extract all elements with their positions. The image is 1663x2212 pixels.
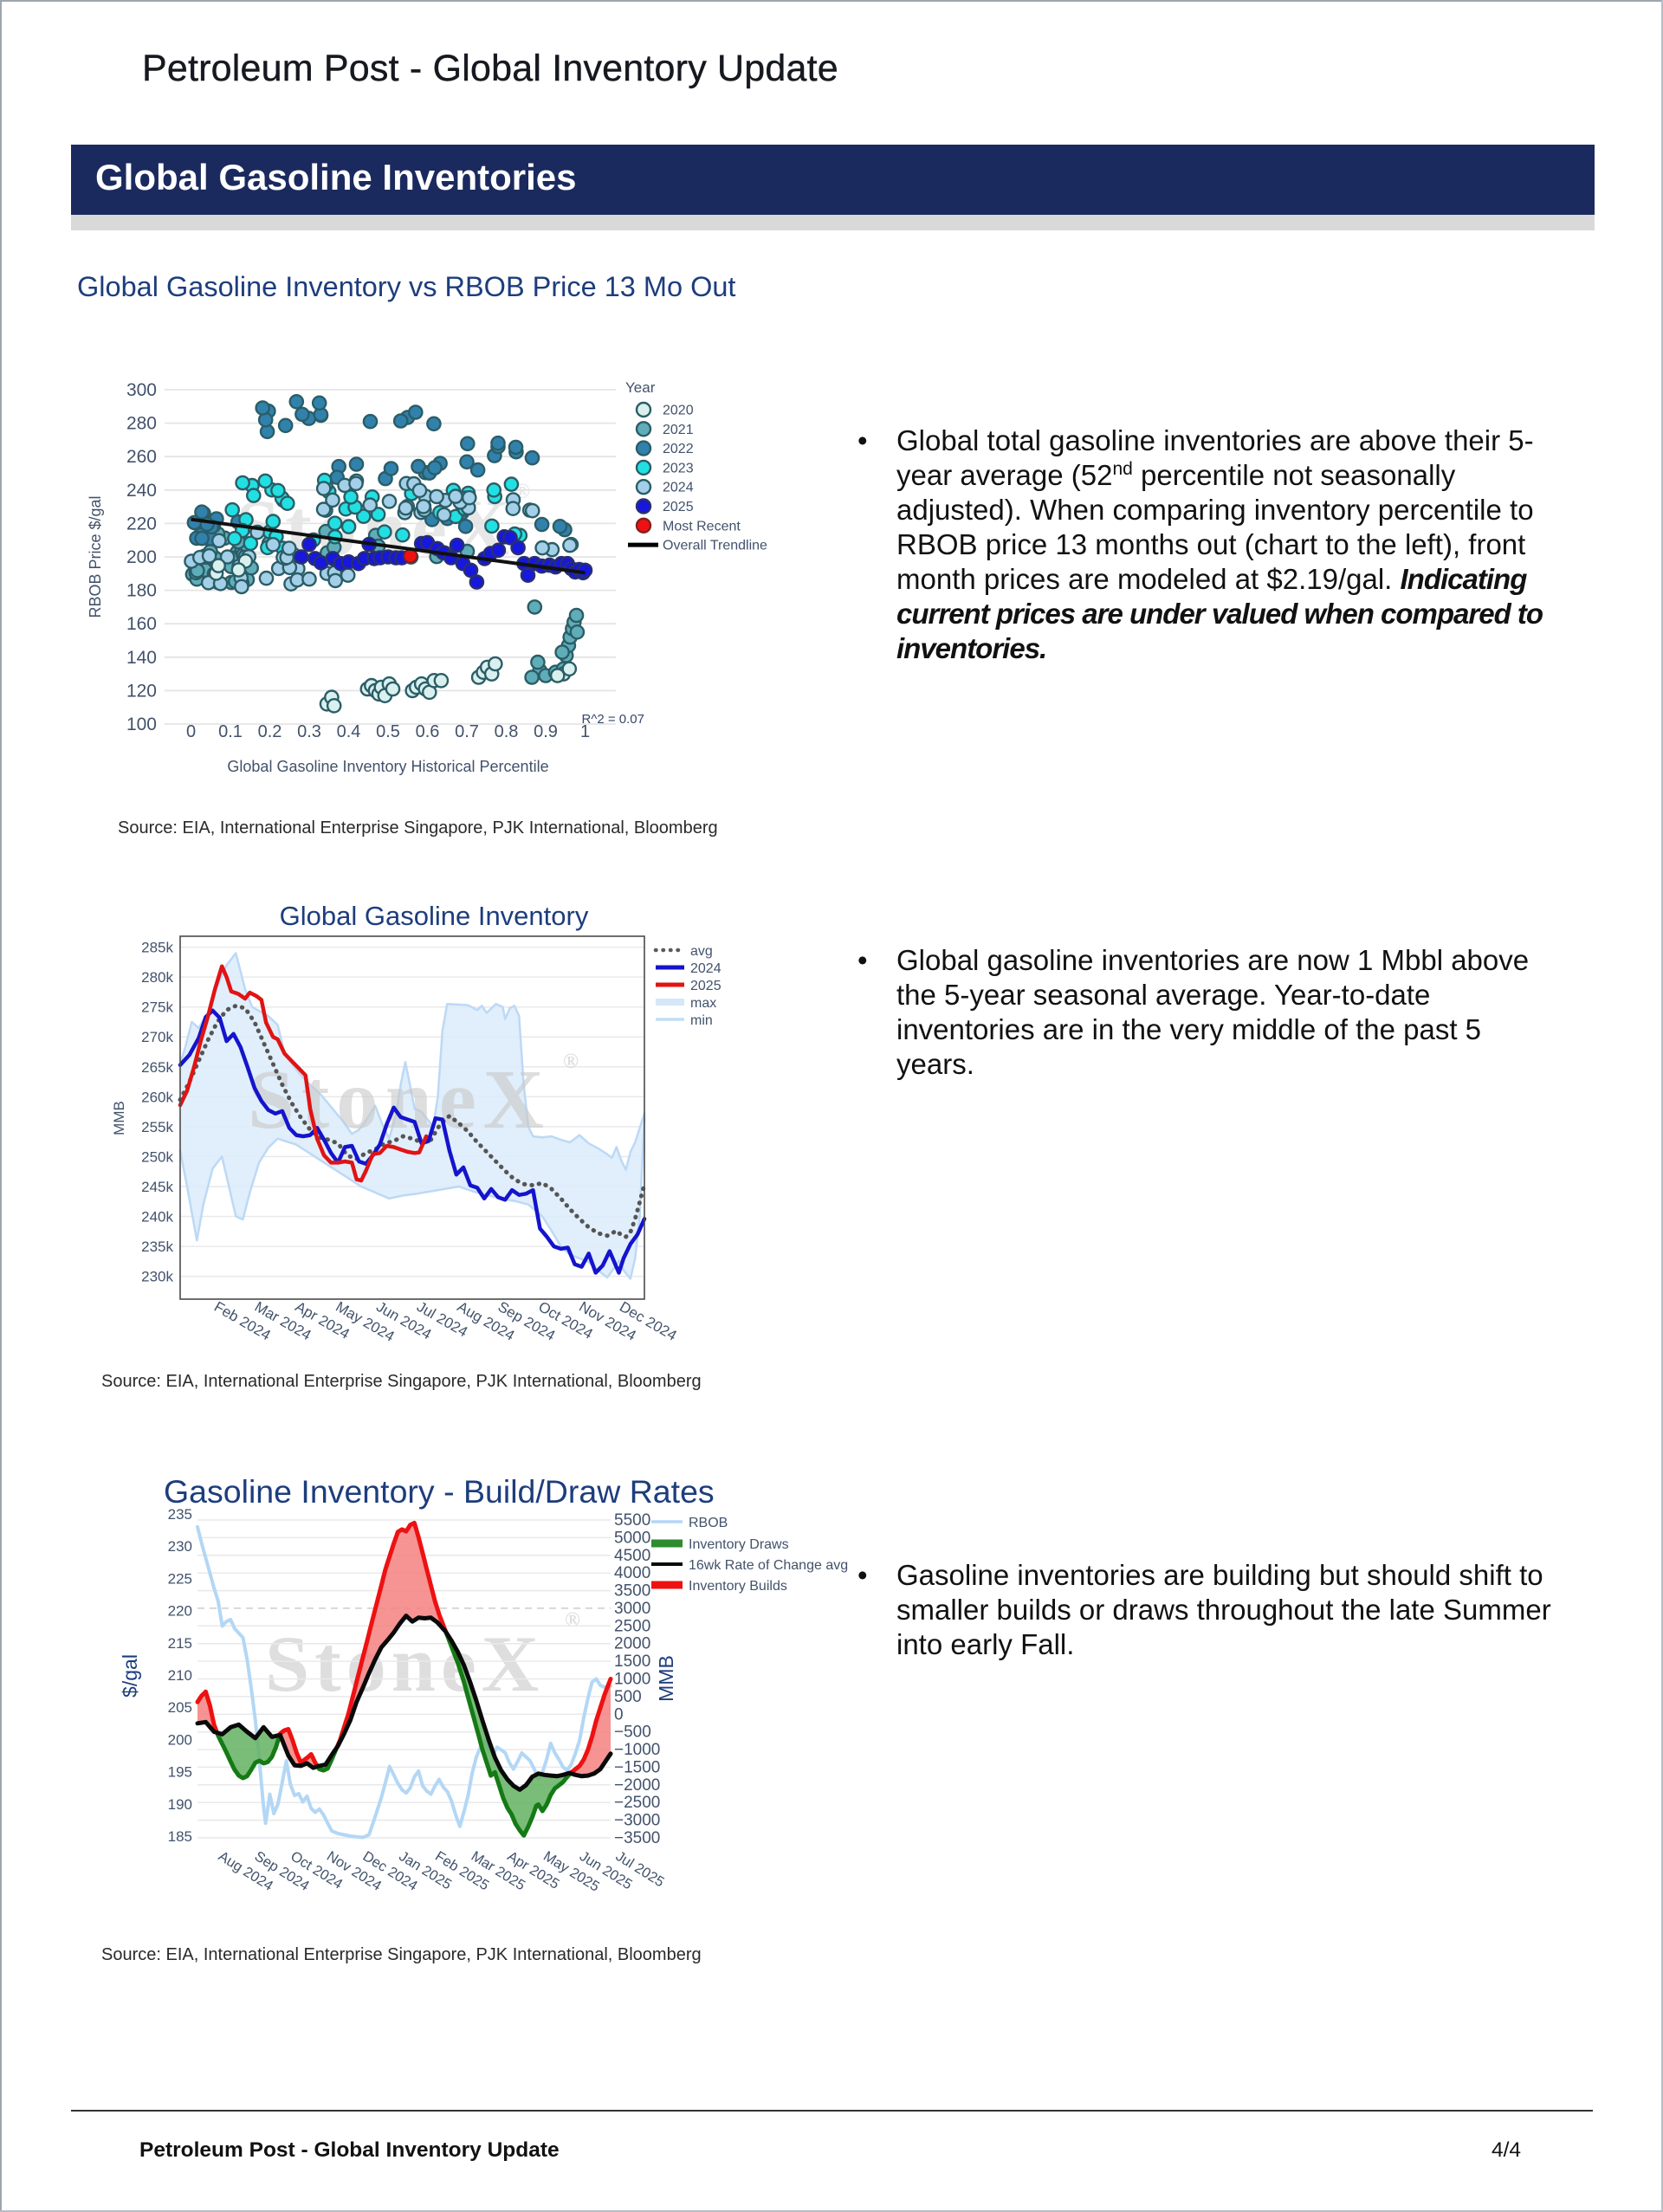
svg-text:280k: 280k — [141, 969, 173, 986]
svg-text:R^2 = 0.07: R^2 = 0.07 — [581, 712, 644, 727]
svg-text:2023: 2023 — [663, 461, 694, 475]
svg-text:0.5: 0.5 — [376, 722, 400, 741]
svg-text:0: 0 — [186, 722, 196, 741]
svg-text:260: 260 — [126, 447, 157, 467]
svg-text:245k: 245k — [141, 1179, 173, 1195]
svg-text:−3000: −3000 — [614, 1812, 660, 1830]
svg-text:RBOB Price $/gal: RBOB Price $/gal — [87, 495, 104, 618]
svg-text:−500: −500 — [614, 1724, 651, 1742]
svg-text:1: 1 — [580, 722, 590, 741]
svg-text:0.2: 0.2 — [258, 722, 282, 741]
svg-text:285k: 285k — [141, 940, 173, 956]
svg-text:230k: 230k — [141, 1269, 173, 1285]
svg-text:Most Recent: Most Recent — [663, 519, 741, 534]
svg-text:4500: 4500 — [614, 1547, 650, 1565]
svg-text:100: 100 — [126, 715, 157, 734]
svg-text:235: 235 — [168, 1506, 192, 1523]
svg-text:Inventory Draws: Inventory Draws — [689, 1537, 789, 1552]
svg-text:185: 185 — [168, 1828, 192, 1845]
svg-text:MMB: MMB — [111, 1101, 127, 1135]
svg-text:260k: 260k — [141, 1089, 173, 1105]
svg-text:220: 220 — [168, 1603, 192, 1620]
svg-text:0: 0 — [614, 1705, 624, 1724]
svg-text:240: 240 — [126, 481, 157, 501]
svg-text:255k: 255k — [141, 1119, 173, 1135]
svg-text:Overall Trendline: Overall Trendline — [663, 539, 767, 553]
svg-text:2025: 2025 — [690, 979, 721, 993]
svg-text:avg: avg — [690, 944, 713, 959]
svg-text:200: 200 — [168, 1731, 192, 1748]
svg-text:0.3: 0.3 — [297, 722, 321, 741]
svg-text:3000: 3000 — [614, 1600, 650, 1618]
svg-text:0.1: 0.1 — [218, 722, 243, 741]
svg-text:−1000: −1000 — [614, 1741, 660, 1759]
svg-text:MMB: MMB — [655, 1655, 677, 1702]
svg-text:300: 300 — [126, 380, 157, 400]
svg-text:2500: 2500 — [614, 1617, 650, 1635]
svg-text:2000: 2000 — [614, 1635, 650, 1653]
svg-text:StoneX: StoneX — [265, 1620, 544, 1708]
svg-text:3500: 3500 — [614, 1582, 650, 1601]
svg-text:−2000: −2000 — [614, 1776, 660, 1795]
svg-text:min: min — [690, 1013, 713, 1028]
svg-text:−3500: −3500 — [614, 1829, 660, 1847]
svg-text:120: 120 — [126, 681, 157, 701]
svg-text:®: ® — [563, 1051, 579, 1073]
svg-text:160: 160 — [126, 614, 157, 634]
svg-text:2020: 2020 — [663, 404, 694, 418]
svg-text:2025: 2025 — [663, 500, 694, 514]
svg-text:210: 210 — [168, 1667, 192, 1684]
svg-text:240k: 240k — [141, 1209, 173, 1226]
svg-text:180: 180 — [126, 581, 157, 601]
svg-text:0.7: 0.7 — [455, 722, 479, 741]
svg-text:0.8: 0.8 — [495, 722, 519, 741]
svg-text:Gasoline Inventory - Build/Dra: Gasoline Inventory - Build/Draw Rates — [164, 1473, 715, 1510]
svg-text:200: 200 — [126, 547, 157, 567]
svg-text:−1500: −1500 — [614, 1758, 660, 1776]
svg-text:5500: 5500 — [614, 1511, 650, 1530]
svg-text:195: 195 — [168, 1764, 192, 1781]
svg-text:max: max — [690, 996, 716, 1011]
svg-text:280: 280 — [126, 414, 157, 434]
svg-text:225: 225 — [168, 1570, 192, 1587]
svg-text:1500: 1500 — [614, 1653, 650, 1671]
svg-text:250k: 250k — [141, 1148, 173, 1165]
svg-text:4000: 4000 — [614, 1564, 650, 1582]
svg-text:220: 220 — [126, 514, 157, 534]
svg-text:5000: 5000 — [614, 1529, 650, 1547]
svg-text:16wk Rate of Change avg: 16wk Rate of Change avg — [689, 1558, 848, 1573]
svg-text:Year: Year — [625, 379, 656, 396]
svg-text:230: 230 — [168, 1538, 192, 1555]
svg-text:Global Gasoline Inventory Hist: Global Gasoline Inventory Historical Per… — [227, 758, 548, 775]
svg-text:®: ® — [565, 1609, 580, 1632]
svg-text:2024: 2024 — [663, 481, 694, 495]
svg-text:RBOB: RBOB — [689, 1516, 728, 1530]
svg-text:Inventory Builds: Inventory Builds — [689, 1579, 787, 1594]
svg-text:0.9: 0.9 — [534, 722, 558, 741]
svg-text:235k: 235k — [141, 1239, 173, 1255]
svg-text:140: 140 — [126, 648, 157, 668]
svg-text:500: 500 — [614, 1688, 642, 1706]
svg-text:0.6: 0.6 — [416, 722, 440, 741]
svg-text:2022: 2022 — [663, 442, 694, 456]
svg-text:275k: 275k — [141, 999, 173, 1016]
svg-text:0.4: 0.4 — [337, 722, 361, 741]
svg-text:270k: 270k — [141, 1029, 173, 1045]
svg-text:2021: 2021 — [663, 423, 694, 437]
svg-text:1000: 1000 — [614, 1671, 650, 1689]
svg-text:190: 190 — [168, 1796, 192, 1813]
svg-text:−2500: −2500 — [614, 1794, 660, 1812]
svg-text:265k: 265k — [141, 1059, 173, 1076]
svg-text:$/gal: $/gal — [119, 1654, 141, 1698]
svg-text:2024: 2024 — [690, 961, 721, 976]
svg-text:205: 205 — [168, 1699, 192, 1716]
svg-text:Global Gasoline Inventory: Global Gasoline Inventory — [280, 901, 589, 931]
svg-text:215: 215 — [168, 1635, 192, 1652]
